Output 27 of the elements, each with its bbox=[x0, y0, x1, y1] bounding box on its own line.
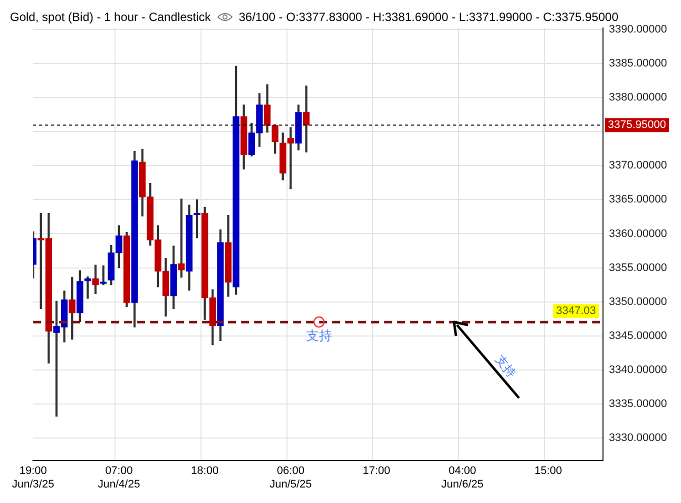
annotation: 支持 bbox=[305, 327, 334, 346]
y-tick-label: 3360.00000 bbox=[608, 228, 668, 240]
x-tick-label: 17:00 bbox=[362, 465, 390, 478]
y-tick-label: 3390.00000 bbox=[608, 23, 668, 36]
x-tick-label: 06:00 Jun/5/25 bbox=[270, 465, 312, 490]
y-tick-label: 3355.00000 bbox=[608, 262, 668, 274]
x-tick-label: 07:00 Jun/4/25 bbox=[98, 465, 140, 490]
ref-line-label: 3347.03 bbox=[556, 305, 596, 318]
x-tick-label: 15:00 bbox=[534, 465, 562, 478]
y-tick-label: 3345.00000 bbox=[608, 330, 668, 342]
y-tick-label: 3350.00000 bbox=[608, 296, 668, 308]
y-tick-label: 3340.00000 bbox=[608, 364, 668, 376]
chart-subtitle: 36/100 - O:3377.83000 - H:3381.69000 - L:3371.99000 - C:3375.95000 bbox=[238, 10, 618, 24]
annotation: 支持 bbox=[492, 352, 520, 382]
ref-line-label: 3375.95000 bbox=[608, 119, 666, 132]
candlestick bbox=[302, 86, 310, 152]
y-tick-label: 3335.00000 bbox=[608, 398, 668, 410]
x-tick-label: 18:00 bbox=[191, 465, 219, 478]
y-tick-label: 3365.00000 bbox=[608, 194, 668, 206]
x-tick-label: 19:00 Jun/3/25 bbox=[12, 465, 54, 490]
chart-title: Gold, spot (Bid) - 1 hour - Candlestick bbox=[10, 10, 211, 24]
y-tick-label: 3385.00000 bbox=[608, 57, 668, 70]
candlestick bbox=[84, 276, 92, 299]
x-tick-label: 04:00 Jun/6/25 bbox=[441, 465, 484, 490]
y-tick-label: 3330.00000 bbox=[608, 432, 668, 444]
y-tick-label: 3380.00000 bbox=[608, 92, 668, 104]
y-tick-label: 3370.00000 bbox=[608, 160, 668, 172]
